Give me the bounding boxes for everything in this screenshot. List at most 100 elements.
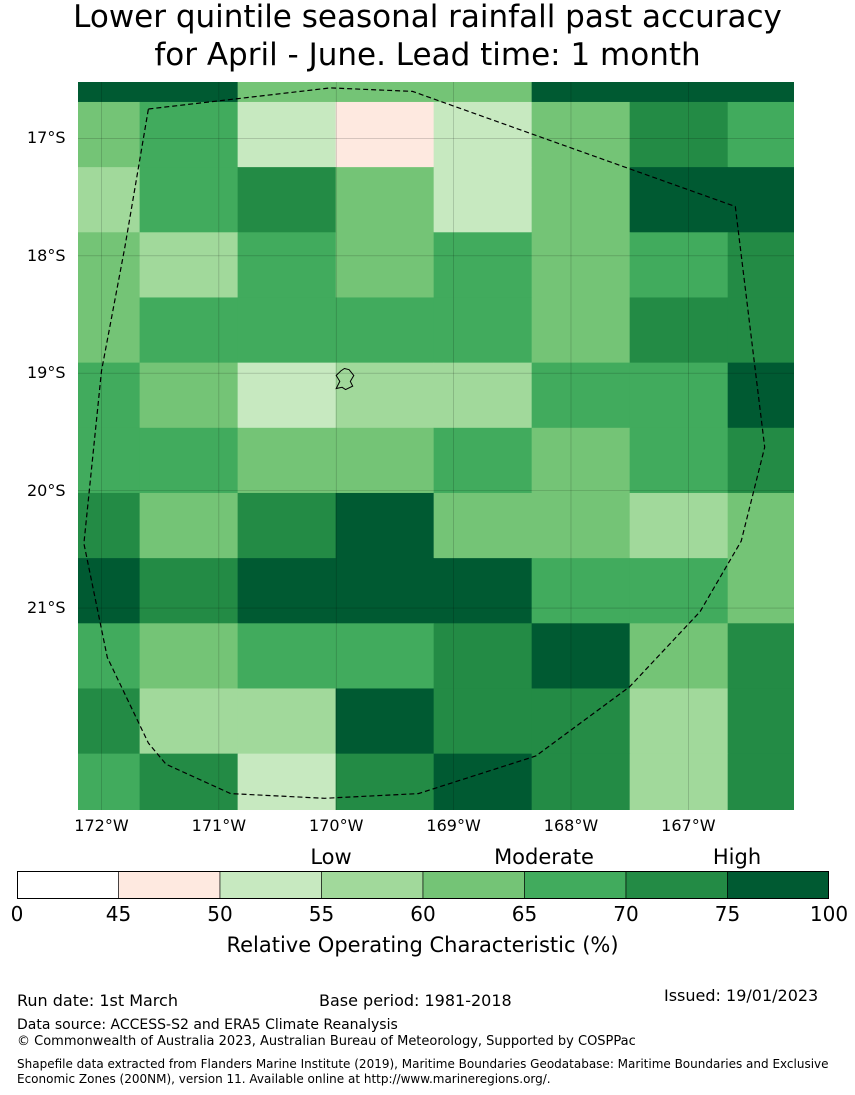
grid-cell bbox=[433, 623, 533, 689]
colorbar-label: Relative Operating Characteristic (%) bbox=[226, 933, 619, 957]
copyright: © Commonwealth of Australia 2023, Austra… bbox=[17, 1034, 636, 1049]
grid-cell bbox=[78, 82, 141, 103]
colorbar-tick-label: 65 bbox=[511, 902, 538, 926]
grid-cell bbox=[139, 101, 239, 168]
category-high-label: High bbox=[712, 845, 762, 869]
latitude-tick-label: 18°S bbox=[27, 245, 66, 265]
grid-cell bbox=[335, 753, 435, 810]
grid-cell bbox=[237, 623, 337, 689]
grid-cell bbox=[335, 558, 435, 624]
grid-cell bbox=[531, 558, 631, 624]
grid-cell bbox=[531, 167, 631, 233]
issued-date: Issued: 19/01/2023 bbox=[664, 986, 819, 1005]
colorbar-frame bbox=[17, 871, 829, 899]
grid-cell bbox=[531, 688, 631, 755]
grid-cell bbox=[629, 688, 729, 755]
grid-cell bbox=[335, 297, 435, 364]
colorbar-tick-label: 100 bbox=[809, 902, 849, 926]
colorbar-bin bbox=[727, 871, 829, 899]
colorbar-tick-label: 45 bbox=[105, 902, 132, 926]
grid-cell bbox=[139, 492, 239, 559]
grid-cell bbox=[433, 101, 533, 168]
grid-cell bbox=[78, 623, 141, 689]
grid-cell bbox=[335, 688, 435, 755]
grid-cell bbox=[433, 688, 533, 755]
grid-cell bbox=[139, 558, 239, 624]
title-line-2: for April - June. Lead time: 1 month bbox=[154, 37, 701, 73]
shapefile-credit: Shapefile data extracted from Flanders M… bbox=[17, 1057, 829, 1086]
colorbar-bin bbox=[17, 871, 119, 899]
grid-cell bbox=[335, 232, 435, 298]
grid-cell bbox=[727, 558, 794, 624]
colorbar bbox=[17, 871, 829, 899]
colorbar-bin bbox=[625, 871, 728, 899]
grid-cell bbox=[727, 623, 794, 689]
latitude-tick-label: 17°S bbox=[27, 128, 66, 148]
grid-cell bbox=[433, 167, 533, 233]
grid-cell bbox=[433, 297, 533, 364]
category-low-label: Low bbox=[310, 845, 352, 869]
grid-cell bbox=[335, 362, 435, 429]
grid-cell bbox=[78, 688, 141, 755]
grid-cell bbox=[335, 167, 435, 233]
grid-cell bbox=[78, 101, 141, 168]
grid-cell bbox=[531, 297, 631, 364]
colorbar-bin bbox=[524, 871, 627, 899]
grid-cell bbox=[139, 297, 239, 364]
grid-cell bbox=[727, 297, 794, 364]
grid-cell bbox=[139, 167, 239, 233]
grid-cell bbox=[629, 492, 729, 559]
colorbar-bin bbox=[422, 871, 525, 899]
colorbar-svg bbox=[17, 871, 829, 899]
grid-cell bbox=[139, 232, 239, 298]
grid-cell bbox=[629, 232, 729, 298]
grid-cell bbox=[727, 753, 794, 810]
grid-cell bbox=[433, 753, 533, 810]
colorbar-tick-label: 70 bbox=[613, 902, 639, 926]
grid-cell bbox=[139, 427, 239, 494]
longitude-tick-label: 171°W bbox=[191, 816, 247, 835]
grid-cell bbox=[727, 82, 794, 103]
grid-cell bbox=[727, 492, 794, 559]
grid-cell bbox=[629, 167, 729, 233]
chart-title: Lower quintile seasonal rainfall past ac… bbox=[0, 0, 855, 74]
grid-cell bbox=[237, 688, 337, 755]
map-panel bbox=[78, 82, 794, 810]
grid-cell bbox=[531, 101, 631, 168]
grid-cell bbox=[237, 82, 337, 103]
grid-cell bbox=[139, 688, 239, 755]
grid-cell bbox=[433, 232, 533, 298]
grid-cell bbox=[531, 753, 631, 810]
grid-cell bbox=[629, 362, 729, 429]
grid-cell bbox=[531, 427, 631, 494]
grid-cell bbox=[139, 623, 239, 689]
grid-cell bbox=[727, 362, 794, 429]
longitude-tick-label: 172°W bbox=[74, 816, 129, 835]
grid-cell bbox=[629, 753, 729, 810]
grid-cell bbox=[629, 427, 729, 494]
grid-cell bbox=[237, 362, 337, 429]
grid-cell bbox=[237, 492, 337, 559]
grid-cell bbox=[78, 362, 141, 429]
grid-cell bbox=[139, 362, 239, 429]
grid-cell bbox=[78, 558, 141, 624]
grid-cell bbox=[629, 297, 729, 364]
grid-cell bbox=[433, 492, 533, 559]
grid-cell bbox=[78, 427, 141, 494]
colorbar-bin bbox=[118, 871, 221, 899]
longitude-tick-label: 169°W bbox=[426, 816, 481, 835]
grid-cell bbox=[78, 753, 141, 810]
latitude-tick-label: 21°S bbox=[27, 598, 66, 618]
grid-cell bbox=[433, 362, 533, 429]
grid-cell bbox=[433, 82, 533, 103]
grid-cell bbox=[78, 232, 141, 298]
title-line-1: Lower quintile seasonal rainfall past ac… bbox=[73, 0, 782, 35]
grid-cell bbox=[237, 232, 337, 298]
grid-cell bbox=[237, 753, 337, 810]
grid-cell bbox=[237, 167, 337, 233]
grid-cell bbox=[531, 362, 631, 429]
grid-cell bbox=[139, 82, 239, 103]
grid-cell bbox=[531, 232, 631, 298]
grid-cell bbox=[433, 558, 533, 624]
grid-cell bbox=[335, 492, 435, 559]
